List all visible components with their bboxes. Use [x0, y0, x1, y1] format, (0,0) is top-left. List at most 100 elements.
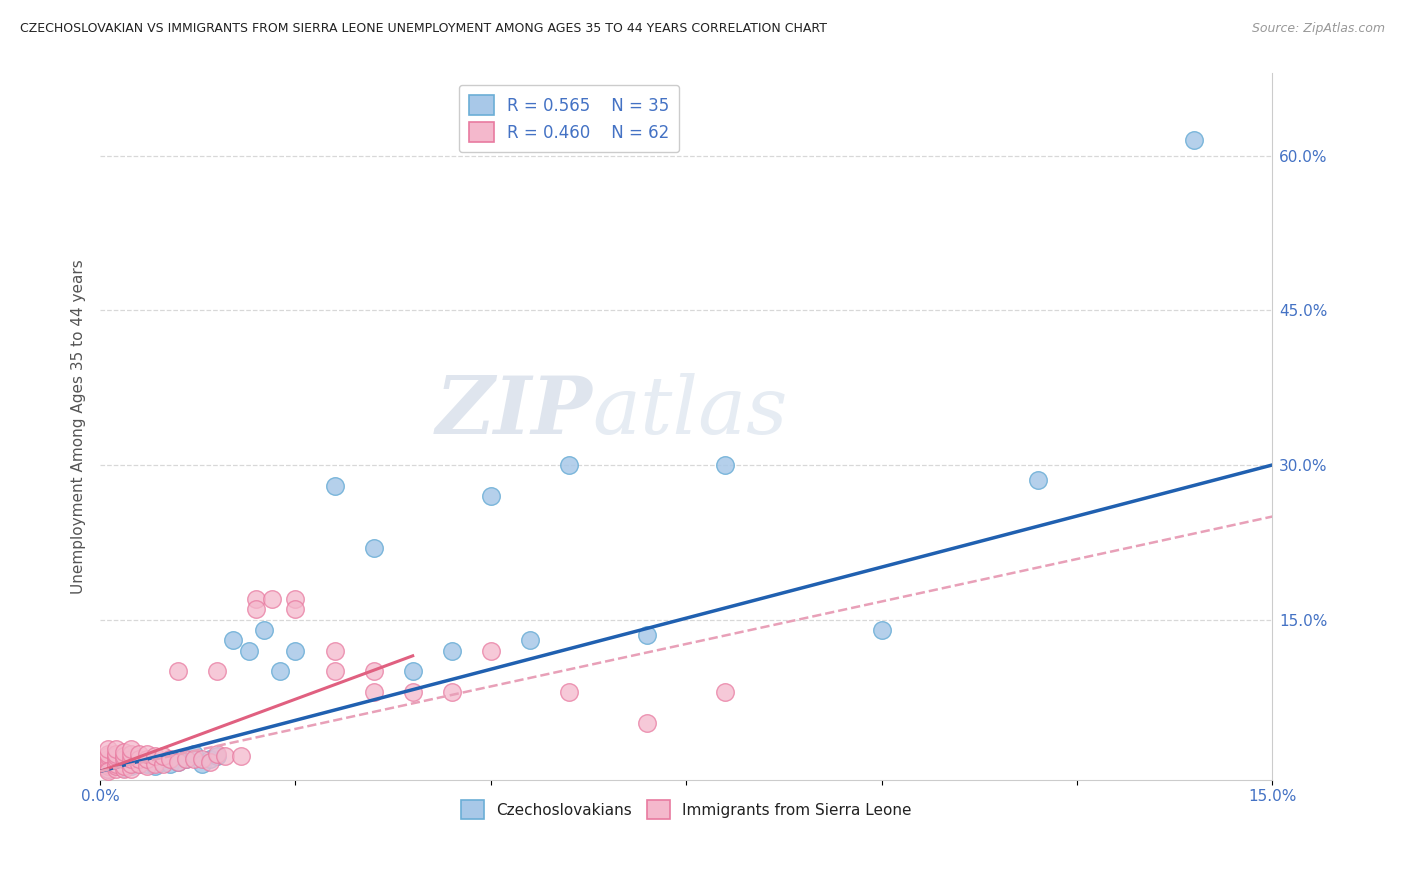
Text: CZECHOSLOVAKIAN VS IMMIGRANTS FROM SIERRA LEONE UNEMPLOYMENT AMONG AGES 35 TO 44: CZECHOSLOVAKIAN VS IMMIGRANTS FROM SIERR…: [20, 22, 827, 36]
Point: [363, 541, 385, 555]
Point: [183, 752, 205, 766]
Point: [245, 592, 267, 607]
Point: [714, 685, 737, 699]
Point: [128, 757, 150, 772]
Point: [323, 643, 346, 657]
Point: [558, 458, 581, 472]
Point: [159, 752, 181, 766]
Point: [207, 747, 229, 761]
Point: [174, 752, 197, 766]
Point: [519, 633, 541, 648]
Point: [284, 643, 307, 657]
Point: [479, 643, 502, 657]
Point: [479, 489, 502, 503]
Point: [97, 762, 120, 776]
Point: [284, 592, 307, 607]
Point: [207, 665, 229, 679]
Point: [167, 755, 190, 769]
Point: [120, 762, 142, 776]
Point: [260, 592, 283, 607]
Point: [97, 764, 120, 779]
Point: [104, 747, 127, 761]
Point: [136, 752, 159, 766]
Point: [120, 752, 142, 766]
Point: [136, 747, 159, 761]
Point: [120, 759, 142, 773]
Point: [440, 685, 463, 699]
Point: [198, 755, 221, 769]
Point: [97, 747, 120, 761]
Point: [269, 665, 291, 679]
Point: [152, 755, 174, 769]
Point: [120, 757, 142, 772]
Point: [112, 762, 135, 776]
Point: [253, 623, 276, 637]
Point: [97, 752, 120, 766]
Y-axis label: Unemployment Among Ages 35 to 44 years: Unemployment Among Ages 35 to 44 years: [72, 259, 86, 594]
Point: [120, 752, 142, 766]
Point: [112, 757, 135, 772]
Text: atlas: atlas: [592, 374, 787, 451]
Point: [97, 762, 120, 776]
Point: [440, 643, 463, 657]
Point: [136, 757, 159, 772]
Point: [402, 665, 425, 679]
Point: [112, 752, 135, 766]
Point: [120, 747, 142, 761]
Point: [159, 757, 181, 772]
Point: [363, 685, 385, 699]
Point: [183, 747, 205, 761]
Point: [143, 759, 166, 773]
Point: [207, 748, 229, 763]
Point: [104, 757, 127, 772]
Point: [152, 757, 174, 772]
Point: [112, 759, 135, 773]
Point: [402, 685, 425, 699]
Point: [112, 745, 135, 759]
Point: [714, 458, 737, 472]
Point: [190, 757, 212, 772]
Point: [97, 741, 120, 756]
Point: [136, 759, 159, 773]
Legend: Czechoslovakians, Immigrants from Sierra Leone: Czechoslovakians, Immigrants from Sierra…: [454, 794, 918, 825]
Point: [238, 643, 260, 657]
Point: [870, 623, 893, 637]
Point: [97, 748, 120, 763]
Point: [1026, 474, 1049, 488]
Point: [558, 685, 581, 699]
Point: [104, 755, 127, 769]
Point: [636, 628, 658, 642]
Point: [167, 665, 190, 679]
Point: [190, 752, 212, 766]
Point: [198, 752, 221, 766]
Point: [143, 757, 166, 772]
Point: [97, 759, 120, 773]
Point: [323, 665, 346, 679]
Point: [104, 759, 127, 773]
Point: [104, 748, 127, 763]
Point: [174, 752, 197, 766]
Point: [128, 757, 150, 772]
Point: [104, 759, 127, 773]
Point: [214, 748, 236, 763]
Point: [112, 761, 135, 775]
Point: [104, 741, 127, 756]
Point: [152, 748, 174, 763]
Point: [128, 752, 150, 766]
Point: [128, 747, 150, 761]
Point: [97, 757, 120, 772]
Point: [284, 602, 307, 616]
Point: [120, 741, 142, 756]
Point: [323, 478, 346, 492]
Point: [104, 762, 127, 776]
Point: [636, 715, 658, 730]
Point: [363, 665, 385, 679]
Text: Source: ZipAtlas.com: Source: ZipAtlas.com: [1251, 22, 1385, 36]
Point: [245, 602, 267, 616]
Point: [222, 633, 245, 648]
Point: [104, 752, 127, 766]
Point: [97, 755, 120, 769]
Point: [143, 748, 166, 763]
Point: [112, 748, 135, 763]
Point: [229, 748, 252, 763]
